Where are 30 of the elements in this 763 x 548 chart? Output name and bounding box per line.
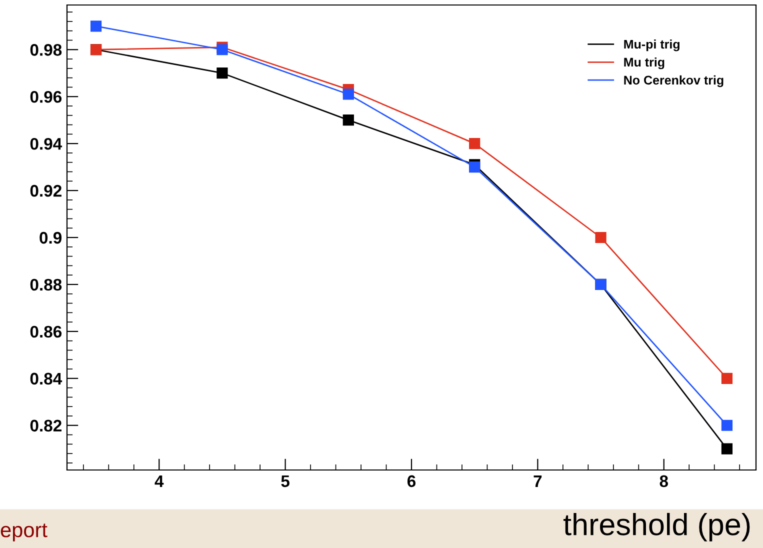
point bbox=[721, 372, 733, 384]
y-tick-label: 0.94 bbox=[30, 138, 62, 150]
x-tick-label: 7 bbox=[534, 475, 542, 487]
legend-label: Mu trig bbox=[624, 57, 664, 70]
point bbox=[216, 68, 228, 79]
point bbox=[595, 232, 606, 244]
point bbox=[469, 161, 480, 173]
x-tick-label: 6 bbox=[407, 475, 416, 488]
legend-label: Mu-pi trig bbox=[624, 40, 680, 52]
x-axis-title: threshold (pe) bbox=[564, 512, 750, 542]
y-tick-label: 0.84 bbox=[30, 372, 62, 385]
x-tick-label: 8 bbox=[660, 475, 668, 488]
text: eport bbox=[0, 524, 48, 542]
point bbox=[342, 88, 354, 100]
y-tick-label: 0.86 bbox=[30, 326, 62, 338]
y-tick-label: 0.98 bbox=[30, 44, 62, 56]
legend-label: No Cerenkov trig bbox=[624, 75, 724, 88]
x-tick-label: 4 bbox=[154, 475, 164, 487]
point bbox=[342, 114, 354, 126]
y-tick-label: 0.96 bbox=[30, 90, 62, 103]
point bbox=[721, 443, 733, 454]
y-tick-label: 0.82 bbox=[30, 420, 62, 432]
y-tick-label: 0.88 bbox=[30, 278, 62, 291]
y-tick-label: 0.92 bbox=[30, 184, 62, 197]
point bbox=[216, 44, 228, 56]
point bbox=[90, 20, 102, 32]
point bbox=[721, 420, 733, 431]
x-tick-label: 5 bbox=[281, 475, 290, 488]
point bbox=[469, 138, 480, 150]
y-tick-label: 0.9 bbox=[40, 232, 62, 244]
